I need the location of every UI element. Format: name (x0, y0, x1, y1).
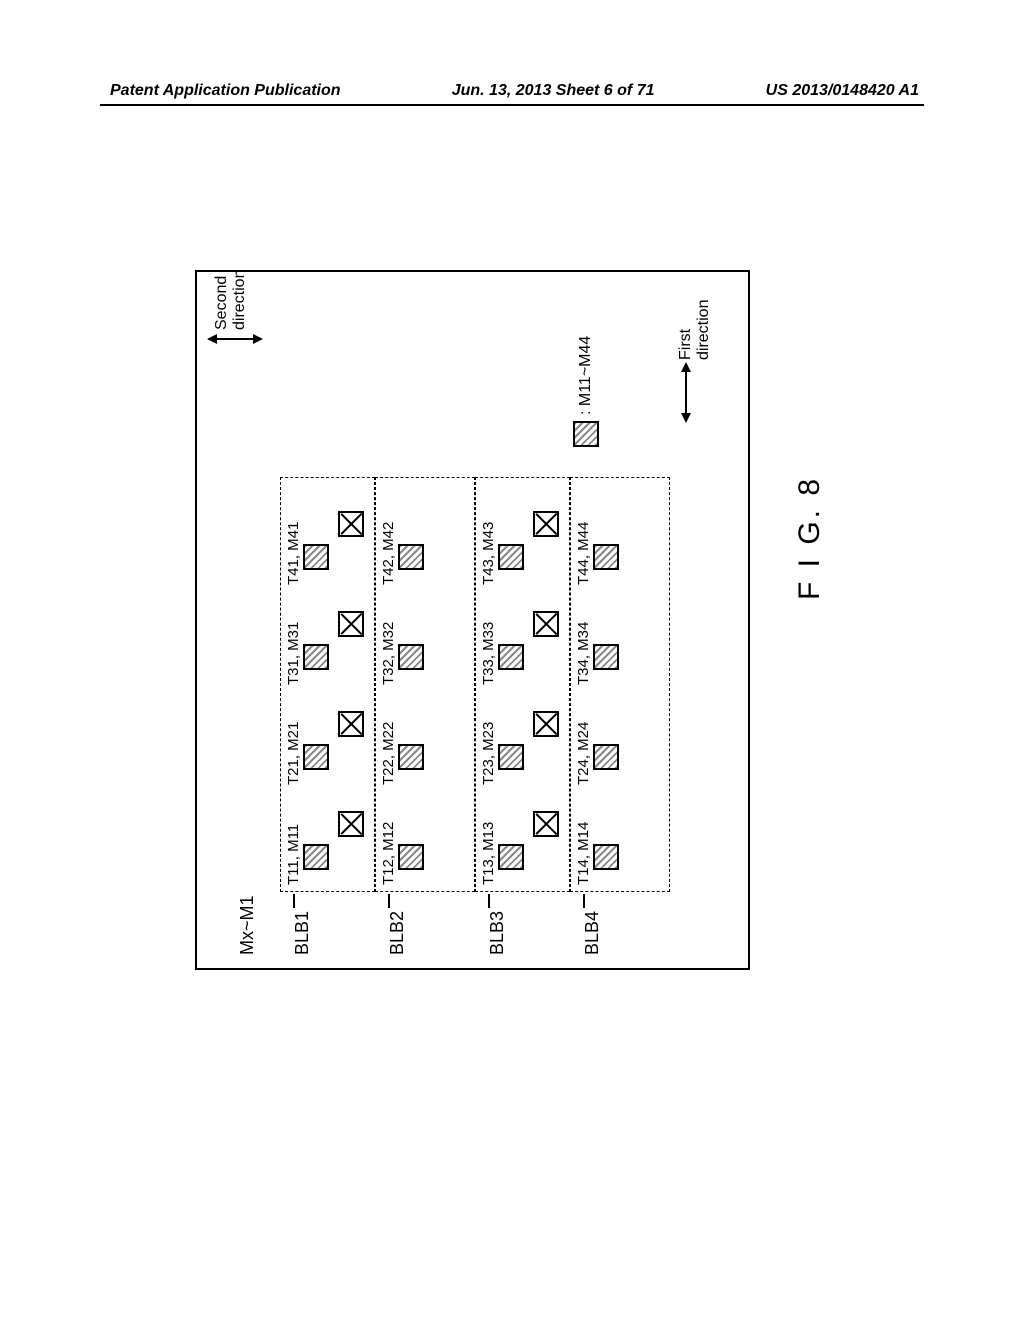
cell-label: T22, M22 (380, 722, 397, 785)
first-direction-arrow (685, 370, 687, 415)
blb-lead-4 (583, 894, 585, 908)
alt-cell (338, 611, 364, 637)
cell-label: T21, M21 (285, 722, 302, 785)
memory-cell (498, 744, 524, 770)
alt-cell (338, 811, 364, 837)
legend-icon (573, 421, 599, 447)
memory-cell (303, 544, 329, 570)
alt-cell (338, 711, 364, 737)
figure-caption: F I G. 8 (793, 476, 827, 600)
memory-cell (498, 644, 524, 670)
second-direction-label: Second direction (213, 270, 249, 330)
alt-cell (533, 811, 559, 837)
memory-cell (398, 844, 424, 870)
memory-cell (398, 644, 424, 670)
memory-cell (593, 544, 619, 570)
memory-cell (398, 544, 424, 570)
blb-lead-1 (293, 894, 295, 908)
blb-label-1: BLB1 (292, 911, 313, 955)
memory-cell (303, 744, 329, 770)
cell-label: T42, M42 (380, 522, 397, 585)
figure-container: Mx~M1 BLB1 BLB2 BLB3 BLB4 T11, M11 T12, … (195, 270, 750, 970)
cell-label: T23, M23 (480, 722, 497, 785)
alt-cell (533, 711, 559, 737)
header-right: US 2013/0148420 A1 (766, 82, 919, 100)
row-axis-label: Mx~M1 (237, 895, 258, 955)
header-rule (100, 104, 924, 106)
alt-cell (533, 611, 559, 637)
first-direction-label: First direction (677, 270, 713, 360)
cell-label: T13, M13 (480, 822, 497, 885)
cell-label: T41, M41 (285, 522, 302, 585)
memory-cell (498, 544, 524, 570)
cell-label: T32, M32 (380, 622, 397, 685)
blb-lead-2 (388, 894, 390, 908)
page-header: Patent Application Publication Jun. 13, … (0, 82, 1024, 100)
cell-label: T34, M34 (575, 622, 592, 685)
alt-cell (533, 511, 559, 537)
cell-label: T43, M43 (480, 522, 497, 585)
cell-label: T11, M11 (285, 824, 302, 885)
memory-cell (303, 844, 329, 870)
blb-label-3: BLB3 (487, 911, 508, 955)
memory-cell (593, 844, 619, 870)
cell-label: T14, M14 (575, 822, 592, 885)
alt-cell (338, 511, 364, 537)
legend-text: : M11~M44 (577, 336, 595, 415)
figure-rotated: Mx~M1 BLB1 BLB2 BLB3 BLB4 T11, M11 T12, … (195, 270, 750, 970)
blb-label-4: BLB4 (582, 911, 603, 955)
memory-cell (593, 744, 619, 770)
cell-label: T33, M33 (480, 622, 497, 685)
cell-label: T12, M12 (380, 822, 397, 885)
memory-cell (498, 844, 524, 870)
blb-label-2: BLB2 (387, 911, 408, 955)
blb-lead-3 (488, 894, 490, 908)
header-left: Patent Application Publication (110, 82, 341, 100)
cell-label: T31, M31 (285, 622, 302, 685)
header-center: Jun. 13, 2013 Sheet 6 of 71 (452, 82, 655, 100)
memory-cell (303, 644, 329, 670)
second-direction-arrow (215, 338, 255, 340)
memory-cell (593, 644, 619, 670)
cell-label: T24, M24 (575, 722, 592, 785)
memory-cell (398, 744, 424, 770)
cell-label: T44, M44 (575, 522, 592, 585)
